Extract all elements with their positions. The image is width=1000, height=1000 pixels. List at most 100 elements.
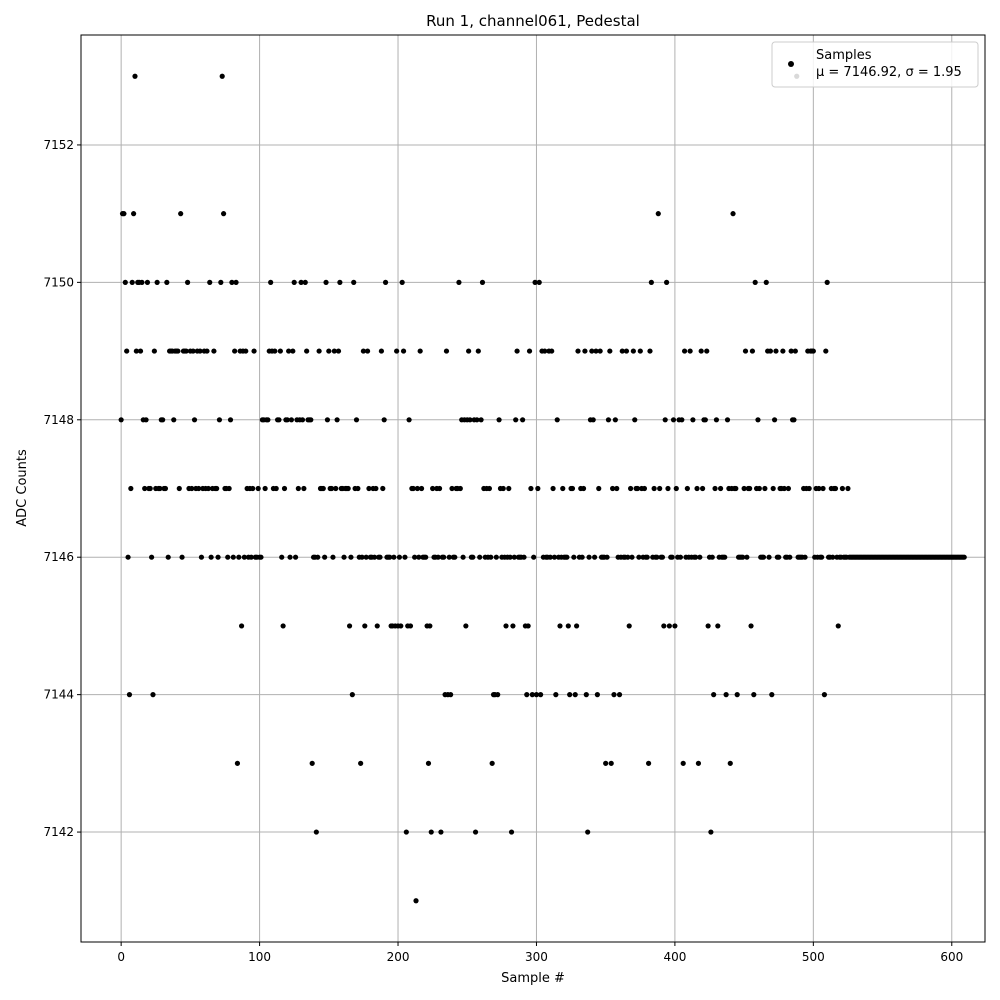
- data-point: [380, 485, 386, 492]
- data-point: [460, 554, 466, 560]
- data-point: [607, 348, 613, 354]
- data-point: [151, 348, 157, 354]
- data-point: [776, 554, 782, 560]
- data-point: [532, 279, 538, 285]
- data-point: [698, 348, 704, 354]
- y-tick-label: 7142: [43, 825, 74, 839]
- data-point: [366, 485, 372, 492]
- data-point: [661, 623, 667, 629]
- data-point: [373, 485, 379, 492]
- data-point: [489, 760, 495, 766]
- chart-title: Run 1, channel061, Pedestal: [426, 12, 640, 30]
- data-point: [583, 692, 589, 698]
- data-point: [362, 623, 368, 629]
- data-point: [531, 554, 537, 560]
- data-point: [353, 417, 360, 423]
- data-point: [627, 485, 634, 492]
- data-point: [687, 348, 693, 354]
- data-point: [149, 554, 155, 560]
- data-point: [741, 485, 747, 492]
- data-point: [449, 485, 455, 492]
- data-point: [626, 623, 632, 629]
- data-point: [514, 348, 520, 354]
- data-point: [205, 485, 211, 492]
- data-point: [238, 623, 245, 629]
- data-point: [630, 348, 636, 354]
- data-point: [767, 348, 774, 354]
- data-point: [162, 485, 169, 492]
- data-point: [705, 623, 711, 629]
- y-tick-label: 7144: [43, 688, 74, 702]
- data-point: [328, 485, 335, 492]
- data-point: [553, 692, 559, 698]
- data-point: [377, 554, 383, 560]
- data-point: [428, 829, 434, 835]
- data-point: [662, 417, 668, 423]
- data-point: [349, 692, 355, 698]
- data-point: [144, 279, 151, 285]
- data-point: [226, 485, 232, 492]
- data-point: [756, 485, 762, 492]
- data-point: [610, 485, 616, 492]
- data-point: [406, 417, 412, 423]
- data-point: [220, 211, 227, 217]
- data-point: [225, 554, 231, 560]
- data-point: [251, 348, 257, 354]
- data-point: [816, 485, 822, 492]
- data-point: [191, 417, 198, 423]
- data-point: [780, 348, 786, 354]
- data-point: [443, 348, 450, 354]
- data-point: [824, 279, 830, 285]
- data-point: [724, 417, 731, 423]
- axis-ticks: 0 100 200 300 400 500 600 7142 7144 7146 7148 7150 7…: [43, 138, 963, 964]
- data-point: [574, 623, 580, 629]
- data-point: [286, 348, 292, 354]
- legend: Samples μ = 7146.92, σ = 1.95: [771, 41, 979, 88]
- data-point: [351, 279, 357, 285]
- data-point: [316, 348, 322, 354]
- data-point: [218, 279, 224, 285]
- data-point: [665, 485, 671, 492]
- data-point: [493, 554, 499, 560]
- data-point: [769, 692, 775, 698]
- data-point: [538, 692, 544, 698]
- data-point: [229, 279, 235, 285]
- data-point: [663, 279, 670, 285]
- data-point: [742, 348, 749, 354]
- data-point: [785, 485, 792, 492]
- data-point: [291, 279, 297, 285]
- data-point: [845, 485, 851, 492]
- data-point: [625, 554, 631, 560]
- data-point: [585, 829, 591, 835]
- data-point: [709, 554, 715, 560]
- data-point: [755, 417, 761, 423]
- data-point: [302, 279, 308, 285]
- data-point: [525, 623, 531, 629]
- data-point: [452, 554, 458, 560]
- data-point: [387, 554, 393, 560]
- data-point: [733, 485, 739, 492]
- data-point: [571, 554, 577, 560]
- data-point: [410, 485, 416, 492]
- data-point: [279, 554, 285, 560]
- data-point: [770, 485, 776, 492]
- data-point: [308, 417, 314, 423]
- x-tick-label: 500: [802, 950, 825, 964]
- x-tick-label: 100: [248, 950, 271, 964]
- data-point: [681, 348, 688, 354]
- data-point: [472, 829, 479, 835]
- data-point: [295, 485, 301, 492]
- data-point: [402, 554, 408, 560]
- data-point: [400, 348, 407, 354]
- legend-marker: [788, 61, 794, 67]
- data-point: [331, 348, 337, 354]
- data-point: [211, 348, 217, 354]
- data-point: [418, 485, 425, 492]
- data-point: [233, 279, 239, 285]
- data-point: [157, 485, 163, 492]
- data-point: [612, 417, 618, 423]
- data-point: [508, 829, 515, 835]
- data-point: [673, 485, 679, 492]
- data-point: [330, 554, 336, 560]
- data-point: [189, 485, 195, 492]
